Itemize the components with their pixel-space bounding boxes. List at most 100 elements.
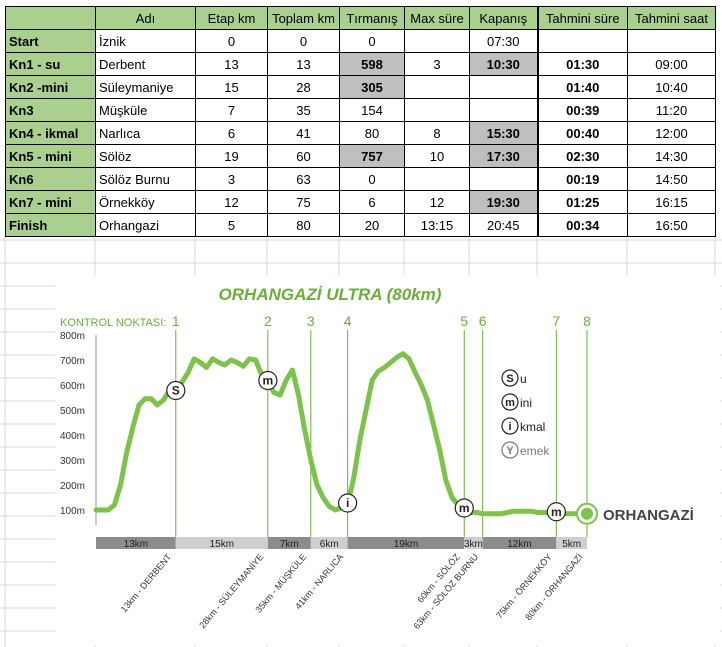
- cell-tsaat[interactable]: 14:50: [627, 167, 716, 191]
- cell-tsure[interactable]: 00:39: [536, 98, 628, 122]
- cell-tirmanis[interactable]: 598: [339, 52, 405, 76]
- cell-toplam[interactable]: 41: [267, 121, 340, 145]
- cell-kapanis[interactable]: 17:30: [469, 144, 538, 168]
- cell-tirmanis[interactable]: 6: [339, 190, 405, 214]
- cell-name[interactable]: Orhangazi: [95, 213, 196, 237]
- control-point-number: 7: [552, 313, 560, 329]
- table-row: Kn1 - su Derbent 13 13 598 3 10:30 01:30 09:00: [5, 52, 716, 76]
- cell-kapanis[interactable]: 15:30: [469, 121, 538, 145]
- segment-bar: [347, 537, 465, 549]
- marker-m-icon: [454, 498, 474, 518]
- segment-bar: [267, 537, 311, 549]
- cell-name[interactable]: Sölöz Burnu: [95, 167, 196, 191]
- finish-dot-icon: [581, 507, 593, 520]
- chart-title: ORHANGAZİ ULTRA (80km): [219, 285, 442, 304]
- cell-tsure[interactable]: 01:30: [536, 52, 628, 76]
- table-row: Kn5 - mini Sölöz 19 60 757 10 17:30 02:30 14:30: [5, 144, 716, 168]
- column-header[interactable]: Tahmini saat: [627, 6, 716, 30]
- cell-tsaat[interactable]: 10:40: [627, 75, 716, 99]
- column-header[interactable]: Tahmini süre: [536, 6, 628, 30]
- cell-point[interactable]: Kn4 - ikmal: [5, 121, 96, 145]
- cell-max[interactable]: 10: [404, 144, 470, 168]
- cell-name[interactable]: Derbent: [95, 52, 196, 76]
- control-point-number: 4: [344, 313, 352, 329]
- cell-toplam[interactable]: 75: [267, 190, 340, 214]
- column-header[interactable]: Adı: [95, 6, 196, 30]
- legend-S-icon: [501, 369, 519, 387]
- cell-toplam[interactable]: 28: [267, 75, 340, 99]
- cell-tsure[interactable]: 00:19: [536, 167, 628, 191]
- cell-tsure[interactable]: 00:34: [536, 213, 628, 237]
- segment-label: 12km: [507, 539, 531, 550]
- column-header[interactable]: Tırmanış: [339, 6, 405, 30]
- cell-kapanis[interactable]: [469, 75, 538, 99]
- legend-letter: i: [508, 421, 511, 433]
- cell-kapanis[interactable]: 07:30: [469, 29, 538, 53]
- legend-letter: m: [505, 397, 515, 409]
- column-header[interactable]: Toplam km: [267, 6, 340, 30]
- cell-tsaat[interactable]: 14:30: [627, 144, 716, 168]
- legend-text: kmal: [520, 420, 545, 434]
- marker-m-icon: [546, 502, 566, 522]
- legend-i-icon: [501, 417, 519, 435]
- segment-label: 7km: [280, 539, 299, 550]
- segment-label: 6km: [320, 539, 339, 550]
- cell-point[interactable]: Kn6: [5, 167, 96, 191]
- control-point-number: 5: [460, 313, 468, 329]
- cell-toplam[interactable]: 63: [267, 167, 340, 191]
- chart-background: [55, 275, 720, 645]
- column-header[interactable]: Etap km: [195, 6, 268, 30]
- cell-tsaat[interactable]: 09:00: [627, 52, 716, 76]
- legend-Y-icon: [501, 441, 519, 459]
- cell-etap[interactable]: 5: [195, 213, 268, 237]
- cell-max[interactable]: [404, 75, 470, 99]
- segment-bar: [175, 537, 268, 549]
- cell-toplam[interactable]: 80: [267, 213, 340, 237]
- marker-letter: m: [263, 374, 274, 388]
- cell-name[interactable]: Süleymaniye: [95, 75, 196, 99]
- y-tick-label: 500m: [60, 406, 85, 417]
- segment-bar: [482, 537, 557, 549]
- segment-bar: [464, 537, 483, 549]
- cell-tirmanis[interactable]: 154: [339, 98, 405, 122]
- y-tick-label: 800m: [60, 331, 85, 342]
- cell-point[interactable]: Start: [5, 29, 96, 53]
- segment-label: 3km: [464, 539, 483, 550]
- segment-label: 19km: [394, 539, 418, 550]
- table-row: Kn4 - ikmal Narlıca 6 41 80 8 15:30 00:40 12:00: [5, 121, 716, 145]
- cell-tsure[interactable]: 00:40: [536, 121, 628, 145]
- y-tick-label: 600m: [60, 381, 85, 392]
- segment-label: 13km: [124, 539, 148, 550]
- control-points-label: KONTROL NOKTASI:: [60, 317, 166, 329]
- segment-bar: [556, 537, 587, 549]
- cell-tirmanis[interactable]: 0: [339, 167, 405, 191]
- cell-tsaat[interactable]: 16:15: [627, 190, 716, 214]
- cell-kapanis[interactable]: 10:30: [469, 52, 538, 76]
- segment-bar: [96, 537, 176, 549]
- cell-tsure[interactable]: 01:25: [536, 190, 628, 214]
- legend-text: u: [520, 372, 527, 386]
- cell-name[interactable]: İznik: [95, 29, 196, 53]
- cell-tirmanis[interactable]: 305: [339, 75, 405, 99]
- cell-point[interactable]: Finish: [5, 213, 96, 237]
- cell-max[interactable]: 13:15: [404, 213, 470, 237]
- cell-tirmanis[interactable]: 757: [339, 144, 405, 168]
- marker-S-icon: [166, 380, 186, 401]
- table-row: Kn2 -mini Süleymaniye 15 28 305 01:40 10:40: [5, 75, 716, 99]
- marker-letter: m: [551, 505, 562, 519]
- cell-kapanis[interactable]: 20:45: [469, 213, 538, 237]
- cell-point[interactable]: Kn1 - su: [5, 52, 96, 76]
- column-header[interactable]: Max süre: [404, 6, 470, 30]
- cell-toplam[interactable]: 60: [267, 144, 340, 168]
- table-header-row: Adı Etap km Toplam km Tırmanış Max süre Kapan…: [5, 6, 716, 30]
- y-tick-label: 700m: [60, 356, 85, 367]
- segment-bar: [310, 537, 348, 549]
- y-tick-label: 200m: [60, 481, 85, 492]
- cell-tirmanis[interactable]: 20: [339, 213, 405, 237]
- legend-text: ini: [520, 396, 532, 410]
- segment-label: 15km: [210, 539, 234, 550]
- marker-letter: m: [459, 501, 470, 515]
- cell-tsaat[interactable]: 16:50: [627, 213, 716, 237]
- cell-point[interactable]: Kn2 -mini: [5, 75, 96, 99]
